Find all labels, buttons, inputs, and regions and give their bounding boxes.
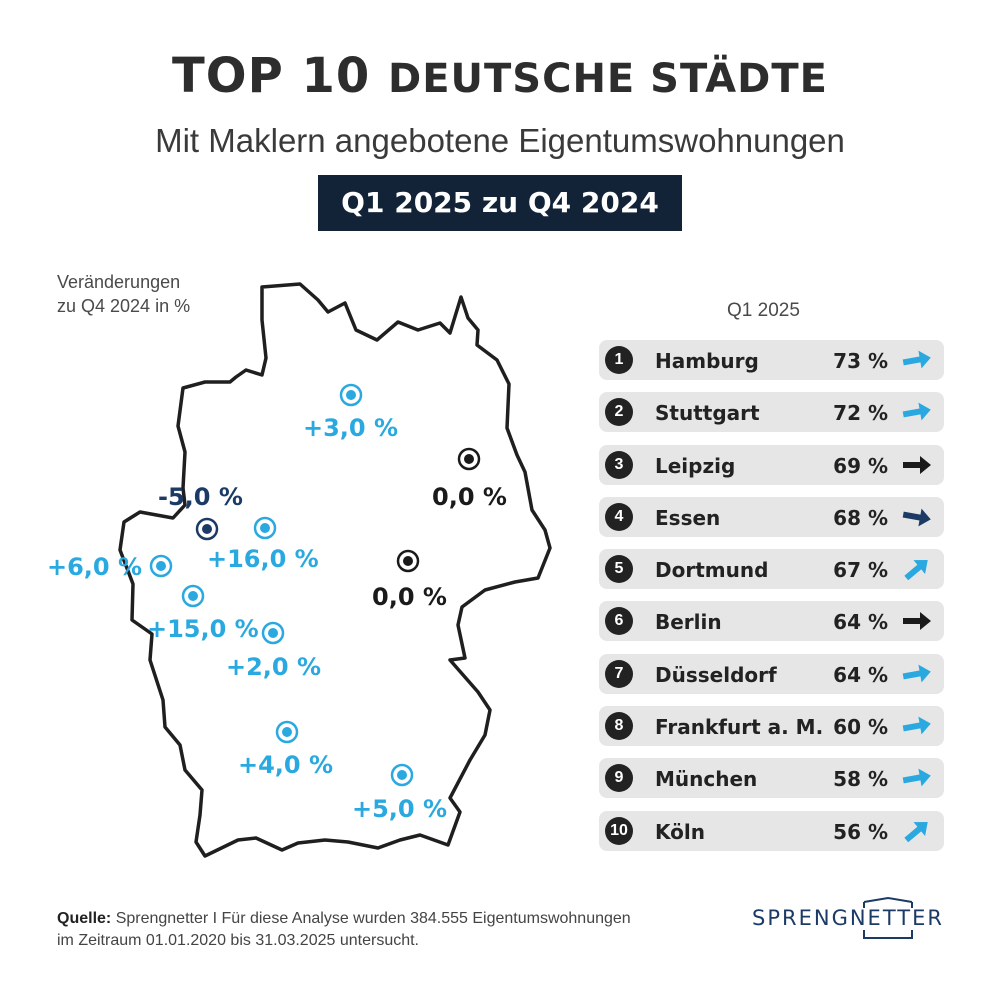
map-label-hamburg: +3,0 % (303, 414, 399, 442)
city-name: Frankfurt a. M. (655, 715, 824, 740)
share-value: 64 % (833, 610, 888, 635)
trend-arrow-icon (903, 612, 931, 631)
city-marker-icon (181, 584, 205, 608)
share-value: 68 % (833, 505, 888, 530)
city-name: Stuttgart (655, 401, 760, 426)
ranking-row: 1 Hamburg 73 % (599, 340, 944, 380)
map-label-duesseldorf: +6,0 % (47, 553, 143, 581)
city-marker-icon (390, 763, 414, 787)
rank-badge: 9 (605, 764, 633, 793)
city-marker-icon (195, 517, 219, 541)
share-value: 69 % (833, 453, 888, 478)
brand-logo: SPRENGNETTER (752, 892, 952, 942)
ranking-column-header: Q1 2025 (727, 300, 800, 321)
rank-badge: 3 (605, 450, 633, 479)
city-name: Hamburg (655, 349, 759, 373)
city-marker-icon (339, 383, 363, 407)
ranking-row: 2 Stuttgart 72 % (599, 392, 944, 433)
ranking-row: 4 Essen 68 % (599, 496, 944, 537)
city-name: Dortmund (655, 558, 769, 583)
trend-arrow-icon (904, 821, 928, 842)
title-main: TOP 10 (172, 48, 371, 104)
trend-arrow-icon (902, 716, 931, 735)
ranking-row: 6 Berlin 64 % (599, 601, 944, 642)
germany-outline (118, 282, 552, 858)
ranking-row: 8 Frankfurt a. M. 60 % (599, 706, 944, 747)
rank-badge: 10 (605, 816, 633, 845)
trend-arrow-icon (904, 560, 928, 581)
city-marker-icon (253, 516, 277, 540)
trend-arrow-icon (903, 455, 931, 474)
source-text: Sprengnetter I Für diese Analyse wurden … (115, 910, 631, 927)
city-name: Leipzig (655, 453, 736, 478)
rank-badge: 2 (605, 398, 633, 427)
city-name: Essen (655, 505, 721, 530)
trend-arrow-icon (902, 664, 931, 683)
share-value: 58 % (833, 767, 888, 792)
city-marker-icon (396, 549, 420, 573)
ranking-row: 10 Köln 56 % (599, 810, 944, 851)
map-label-leipzig: 0,0 % (372, 583, 447, 611)
page-title: TOP 10 DEUTSCHE STÄDTE (0, 48, 1000, 104)
map-label-koeln: +15,0 % (147, 615, 259, 643)
city-marker-icon (261, 621, 285, 645)
city-name: Köln (655, 819, 705, 844)
ranking-row: 5 Dortmund 67 % (599, 549, 944, 590)
period-badge: Q1 2025 zu Q4 2024 (318, 175, 682, 231)
trend-arrow-icon (902, 508, 931, 527)
page-subtitle: Mit Maklern angebotene Eigentumswohnunge… (155, 122, 845, 159)
ranking-row: 7 Düsseldorf 64 % (599, 653, 944, 694)
title-rest: DEUTSCHE STÄDTE (388, 56, 828, 102)
map-legend-note: Veränderungen zu Q4 2024 in % (57, 270, 190, 318)
map-label-essen: +16,0 % (207, 545, 319, 573)
brand-name: SPRENGNETTER (752, 906, 944, 930)
map-label-berlin: 0,0 % (432, 483, 507, 511)
map-label-frankfurt: +2,0 % (226, 653, 322, 681)
rank-badge: 5 (605, 555, 633, 584)
legend-note-line1: Veränderungen (57, 272, 181, 292)
share-value: 60 % (833, 715, 888, 740)
city-name: München (655, 767, 758, 792)
rank-badge: 7 (605, 659, 633, 688)
rank-badge: 1 (605, 346, 633, 374)
rank-badge: 4 (605, 502, 633, 531)
city-name: Berlin (655, 610, 722, 635)
source-label: Quelle: (57, 910, 112, 927)
share-value: 56 % (833, 819, 888, 844)
rank-badge: 6 (605, 607, 633, 636)
rank-badge: 8 (605, 712, 633, 741)
brand-mark-icon (863, 896, 913, 939)
ranking-row: 3 Leipzig 69 % (599, 444, 944, 485)
city-marker-icon (149, 554, 173, 578)
ranking-list: 1 Hamburg 73 % 2 Stuttgart 72 % 3 Leipzig 69 % 4 E… (599, 340, 944, 863)
city-marker-icon (457, 447, 481, 471)
trend-arrow-icon (902, 350, 931, 369)
map-label-muenchen: +5,0 % (352, 795, 448, 823)
legend-note-line2: zu Q4 2024 in % (57, 296, 191, 316)
map-label-dortmund: -5,0 % (158, 483, 243, 511)
source-note: Quelle: Sprengnetter I Für diese Analyse… (57, 908, 631, 952)
map-label-stuttgart: +4,0 % (238, 751, 334, 779)
city-name: Düsseldorf (655, 662, 777, 687)
ranking-row: 9 München 58 % (599, 758, 944, 799)
source-text-2: im Zeitraum 01.01.2020 bis 31.03.2025 un… (57, 932, 419, 949)
city-marker-icon (275, 720, 299, 744)
share-value: 64 % (833, 662, 888, 687)
share-value: 73 % (833, 349, 888, 373)
share-value: 72 % (833, 401, 888, 426)
trend-arrow-icon (902, 768, 931, 787)
trend-arrow-icon (902, 402, 931, 421)
share-value: 67 % (833, 558, 888, 583)
